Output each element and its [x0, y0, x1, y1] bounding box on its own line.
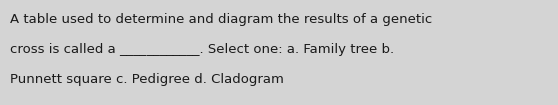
Text: A table used to determine and diagram the results of a genetic: A table used to determine and diagram th… [10, 13, 432, 26]
Text: cross is called a ____________. Select one: a. Family tree b.: cross is called a ____________. Select o… [10, 43, 394, 56]
Text: Punnett square c. Pedigree d. Cladogram: Punnett square c. Pedigree d. Cladogram [10, 74, 284, 87]
